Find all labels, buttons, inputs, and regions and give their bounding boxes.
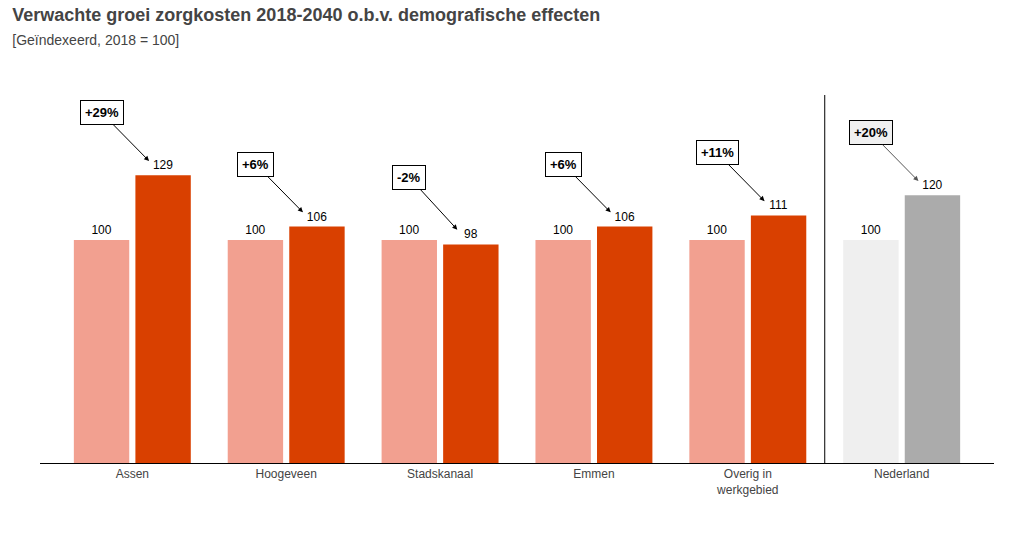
svg-text:100: 100 <box>553 223 573 237</box>
svg-text:+6%: +6% <box>550 157 577 172</box>
svg-text:-2%: -2% <box>397 170 421 185</box>
svg-text:+20%: +20% <box>854 125 888 140</box>
svg-text:120: 120 <box>922 178 942 192</box>
svg-text:Nederland: Nederland <box>874 467 929 481</box>
svg-text:106: 106 <box>307 210 327 224</box>
svg-text:100: 100 <box>707 223 727 237</box>
svg-text:Assen: Assen <box>116 467 149 481</box>
svg-text:100: 100 <box>245 223 265 237</box>
svg-text:100: 100 <box>861 223 881 237</box>
svg-text:Overig inwerkgebied: Overig inwerkgebied <box>716 467 778 497</box>
svg-text:111: 111 <box>769 198 788 212</box>
svg-text:100: 100 <box>91 223 111 237</box>
svg-text:+29%: +29% <box>85 105 119 120</box>
svg-text:129: 129 <box>153 158 173 172</box>
svg-text:98: 98 <box>464 227 478 241</box>
svg-text:Stadskanaal: Stadskanaal <box>407 467 473 481</box>
svg-text:Verwachte groei zorgkosten 201: Verwachte groei zorgkosten 2018-2040 o.b… <box>12 5 600 47</box>
svg-text:Hoogeveen: Hoogeveen <box>255 467 316 481</box>
svg-text:100: 100 <box>399 223 419 237</box>
svg-text:106: 106 <box>615 210 635 224</box>
svg-text:+11%: +11% <box>701 145 734 160</box>
svg-text:+6%: +6% <box>242 157 269 172</box>
svg-text:Emmen: Emmen <box>573 467 614 481</box>
